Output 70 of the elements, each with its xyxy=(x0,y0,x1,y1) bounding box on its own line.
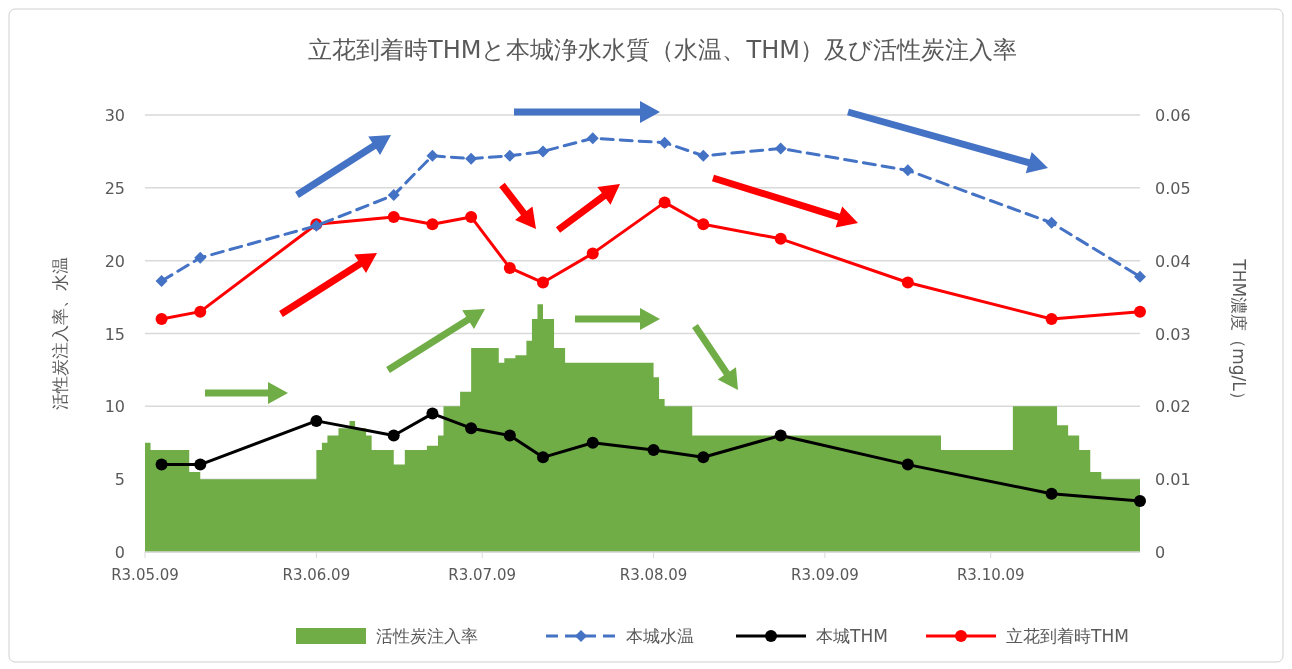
y-tick-label: 30 xyxy=(104,106,125,125)
point xyxy=(194,458,207,471)
point xyxy=(426,407,439,420)
point xyxy=(537,276,549,289)
y-tick-label: 15 xyxy=(104,324,125,344)
legend-label: 本城水温 xyxy=(626,626,694,646)
point xyxy=(426,149,439,162)
y2-tick-label: 0.01 xyxy=(1155,470,1191,490)
point xyxy=(155,312,168,325)
y2-tick-label: 0.06 xyxy=(1155,106,1191,125)
point xyxy=(774,232,787,245)
point xyxy=(901,164,914,177)
x-tick-label: R3.10.09 xyxy=(956,566,1025,584)
point xyxy=(586,132,599,145)
point xyxy=(194,305,207,318)
point xyxy=(1045,312,1058,325)
y2-tick-label: 0.05 xyxy=(1155,178,1191,198)
point xyxy=(901,276,914,289)
point xyxy=(586,436,599,449)
point xyxy=(697,218,710,231)
point xyxy=(697,149,710,162)
y2-axis-title: THM濃度（mg/L） xyxy=(1229,258,1249,408)
legend-label: 立花到着時THM xyxy=(1006,626,1129,646)
x-tick-label: R3.05.09 xyxy=(111,566,179,584)
point xyxy=(658,136,671,149)
y-tick-label: 10 xyxy=(104,397,125,417)
y2-tick-label: 0 xyxy=(1155,543,1166,562)
point xyxy=(503,429,516,442)
point xyxy=(1045,487,1058,500)
y-tick-label: 5 xyxy=(114,470,125,490)
point xyxy=(537,145,549,158)
point xyxy=(465,422,478,435)
point xyxy=(465,152,478,165)
y-tick-label: 25 xyxy=(104,178,125,198)
point xyxy=(503,261,516,274)
y2-tick-label: 0.03 xyxy=(1155,324,1191,344)
point xyxy=(901,458,914,471)
point xyxy=(310,414,323,427)
y2-tick-label: 0.04 xyxy=(1155,251,1191,271)
point xyxy=(647,444,660,457)
chart-title: 立花到着時THMと本城浄水水質（水温、THM）及び活性炭注入率 xyxy=(308,36,1017,64)
x-tick-label: R3.09.09 xyxy=(791,566,859,584)
legend-label: 本城THM xyxy=(816,626,888,646)
point xyxy=(155,458,168,471)
legend-label: 活性炭注入率 xyxy=(376,626,478,646)
y2-tick-label: 0.02 xyxy=(1155,397,1191,417)
point xyxy=(503,149,516,162)
point xyxy=(465,210,478,223)
point xyxy=(194,251,207,264)
point xyxy=(774,142,787,155)
point xyxy=(387,210,400,223)
point xyxy=(658,196,671,209)
point xyxy=(1134,270,1146,283)
y-tick-label: 20 xyxy=(104,251,125,271)
point xyxy=(1134,305,1146,318)
x-tick-label: R3.06.09 xyxy=(282,566,351,584)
point xyxy=(774,429,787,442)
y-tick-label: 0 xyxy=(114,543,125,562)
point xyxy=(1045,216,1058,229)
x-tick-label: R3.08.09 xyxy=(619,566,688,584)
point xyxy=(155,275,168,288)
point xyxy=(697,451,710,464)
point xyxy=(387,429,400,442)
point xyxy=(586,247,599,260)
point xyxy=(1134,495,1146,508)
y-axis-title: 活性炭注入率、水温 xyxy=(50,257,70,410)
point xyxy=(537,451,549,464)
x-tick-label: R3.07.09 xyxy=(448,566,517,584)
point xyxy=(387,189,400,202)
point xyxy=(426,218,439,231)
